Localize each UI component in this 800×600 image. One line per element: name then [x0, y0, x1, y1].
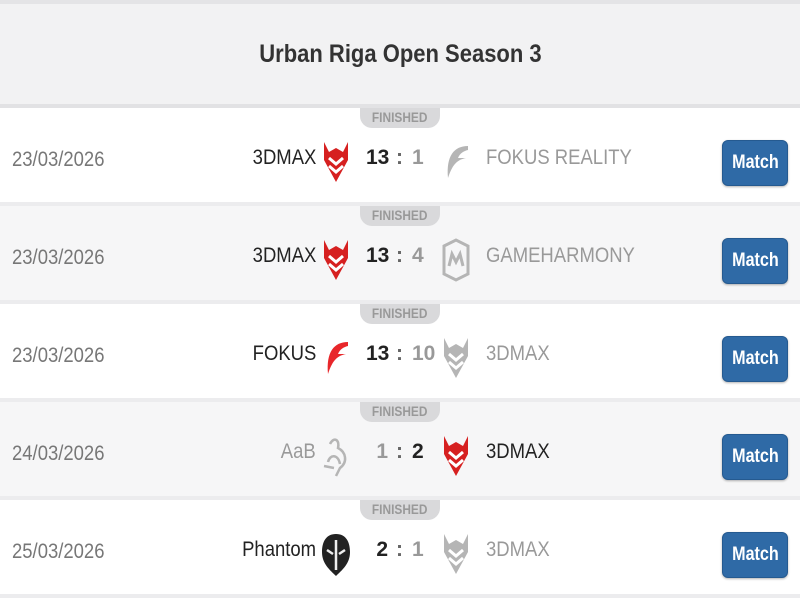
match-button-label: Match — [731, 544, 779, 565]
home-score: 13 — [366, 244, 390, 267]
match-button-label: Match — [731, 152, 779, 173]
match-row: FINISHED 23/03/2026 3DMAX 13 : 1 FOKUS R… — [0, 108, 800, 206]
home-team-logo-icon — [320, 138, 352, 186]
match-row: FINISHED 24/03/2026 AaB 1 : 2 3DMAX Matc… — [0, 402, 800, 500]
score-separator: : — [396, 342, 403, 365]
home-score: 13 — [366, 342, 390, 365]
away-team-name: 3DMAX — [486, 342, 550, 365]
home-score: 13 — [366, 146, 390, 169]
score-separator: : — [396, 244, 403, 267]
away-score: 1 — [412, 538, 424, 561]
home-team-name: 3DMAX — [252, 146, 316, 169]
status-label: FINISHED — [372, 109, 428, 125]
away-team-logo-icon — [440, 334, 472, 382]
status-label: FINISHED — [372, 403, 428, 419]
away-team-logo-icon — [440, 432, 472, 480]
status-label: FINISHED — [372, 207, 428, 223]
status-badge: FINISHED — [360, 304, 440, 324]
home-team-logo-icon — [320, 432, 352, 480]
match-row: FINISHED 23/03/2026 3DMAX 13 : 4 GAMEHAR… — [0, 206, 800, 304]
status-badge: FINISHED — [360, 402, 440, 422]
match-date: 23/03/2026 — [12, 344, 105, 367]
match-date: 23/03/2026 — [12, 148, 105, 171]
match-button[interactable]: Match — [722, 238, 788, 284]
tournament-header: Urban Riga Open Season 3 — [0, 0, 800, 108]
score-separator: : — [396, 146, 403, 169]
page-title: Urban Riga Open Season 3 — [258, 39, 542, 68]
match-button[interactable]: Match — [722, 336, 788, 382]
match-button-label: Match — [731, 348, 779, 369]
match-row: FINISHED 23/03/2026 FOKUS 13 : 10 3DMAX … — [0, 304, 800, 402]
match-date: 25/03/2026 — [12, 540, 105, 563]
status-label: FINISHED — [372, 501, 428, 517]
away-team-name: 3DMAX — [486, 440, 550, 463]
score-separator: : — [396, 440, 403, 463]
score-separator: : — [396, 538, 403, 561]
match-button[interactable]: Match — [722, 140, 788, 186]
match-date: 23/03/2026 — [12, 246, 105, 269]
home-score: 2 — [376, 538, 388, 561]
away-team-name: 3DMAX — [486, 538, 550, 561]
home-team-name: Phantom — [242, 538, 316, 561]
match-button[interactable]: Match — [722, 434, 788, 480]
home-team-name: 3DMAX — [252, 244, 316, 267]
status-badge: FINISHED — [360, 206, 440, 226]
status-label: FINISHED — [372, 305, 428, 321]
match-button[interactable]: Match — [722, 532, 788, 578]
match-date: 24/03/2026 — [12, 442, 105, 465]
status-badge: FINISHED — [360, 108, 440, 128]
away-score: 2 — [412, 440, 424, 463]
home-team-logo-icon — [320, 236, 352, 284]
match-button-label: Match — [731, 446, 779, 467]
home-team-name: FOKUS — [252, 342, 316, 365]
status-badge: FINISHED — [360, 500, 440, 520]
match-row: FINISHED 25/03/2026 Phantom 2 : 1 3DMAX … — [0, 500, 800, 598]
away-team-logo-icon — [440, 530, 472, 578]
away-team-logo-icon — [440, 138, 472, 186]
away-score: 1 — [412, 146, 424, 169]
home-team-name: AaB — [281, 440, 316, 463]
home-team-logo-icon — [320, 530, 352, 578]
away-score: 4 — [412, 244, 424, 267]
away-team-name: FOKUS REALITY — [486, 146, 632, 169]
away-team-name: GAMEHARMONY — [486, 244, 635, 267]
away-score: 10 — [412, 342, 436, 365]
match-list: FINISHED 23/03/2026 3DMAX 13 : 1 FOKUS R… — [0, 108, 800, 598]
match-button-label: Match — [731, 250, 779, 271]
away-team-logo-icon — [440, 236, 472, 284]
home-team-logo-icon — [320, 334, 352, 382]
home-score: 1 — [376, 440, 388, 463]
